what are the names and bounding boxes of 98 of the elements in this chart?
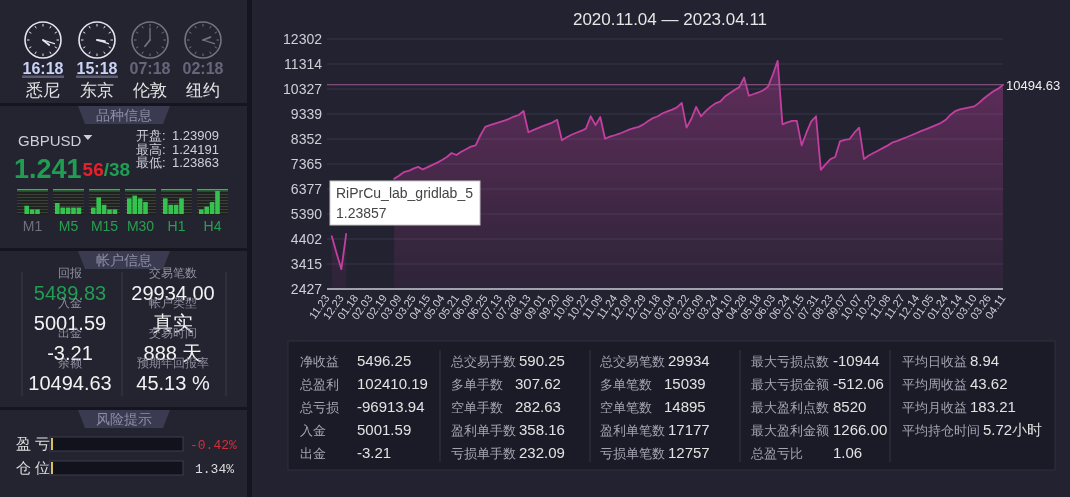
text: 29934 [668, 352, 710, 369]
text: 纽约 [186, 81, 220, 100]
text: 总交易手数 [450, 354, 516, 369]
y-tick-label: 5390 [290, 205, 323, 222]
text: 232.09 [519, 444, 565, 461]
text: 5.72小时 [983, 421, 1043, 438]
text: 东京 [80, 81, 114, 100]
y-tick-label: 9339 [290, 106, 323, 123]
text: 10494.63 [28, 372, 112, 394]
text: GBPUSD [18, 132, 82, 149]
annotation: RiPrCu_lab_gridlab_5 [336, 185, 474, 201]
text: 最高: [136, 141, 166, 157]
annotation: 1.23857 [336, 205, 387, 221]
text: 风险提示 [96, 411, 152, 427]
text: 307.62 [515, 375, 561, 392]
text: 1.34% [195, 462, 235, 477]
text: 平均日收益 [902, 354, 967, 369]
text: 入金 [300, 423, 326, 438]
text: 02:18 [182, 60, 224, 77]
y-tick-label: 7365 [290, 155, 323, 172]
text: 空单笔数 [600, 400, 652, 415]
text: 空单手数 [451, 400, 503, 415]
text: -96913.94 [357, 398, 425, 415]
ref-line-label: 10494.63 [1006, 77, 1061, 93]
x-tick-label: H4 [203, 218, 222, 234]
x-tick-label: M1 [22, 218, 43, 234]
text: 平均月收益 [902, 400, 967, 415]
text: 品种信息 [96, 107, 152, 123]
text: -3.21 [357, 444, 392, 461]
text: 出金 [300, 446, 326, 461]
y-tick-label: 11314 [284, 56, 323, 73]
text: 1.23909 [172, 128, 219, 143]
y-tick-label: 6377 [290, 181, 323, 197]
text: 15:18 [76, 60, 118, 77]
text: 43.62 [970, 375, 1008, 392]
text: 56 [82, 159, 104, 180]
text: 悉尼 [25, 81, 60, 100]
text: 总盈利 [299, 377, 339, 392]
text: 1.24191 [172, 141, 219, 157]
text: 5496.25 [357, 352, 412, 369]
text: 15039 [664, 375, 706, 392]
text: 回报 [58, 266, 82, 280]
y-tick-label: 12302 [283, 31, 323, 47]
text: 总亏损 [299, 400, 339, 415]
y-tick-label: 8352 [290, 131, 323, 147]
text: /38 [103, 159, 131, 180]
chart-title: 2020.11.04 — 2023.04.11 [572, 10, 768, 29]
text: 1266.00 [833, 421, 888, 438]
text: -0.42% [190, 438, 238, 453]
text: 07:18 [129, 60, 171, 77]
text: 358.16 [519, 421, 565, 438]
text: 最低: [136, 155, 166, 170]
text: 盈利单手数 [451, 423, 516, 438]
text: 亏损单笔数 [600, 446, 665, 461]
text: 16:18 [22, 60, 64, 77]
text: -10944 [833, 352, 880, 369]
text: 282.63 [515, 398, 561, 415]
text: 多单手数 [451, 377, 503, 392]
text: 交易笔数 [149, 266, 197, 280]
text: 最大亏损金额 [751, 377, 829, 392]
y-tick-label: 3415 [290, 255, 323, 272]
text: 平均持仓时间 [902, 423, 980, 438]
text: 183.21 [970, 398, 1016, 415]
text: 开盘: [136, 128, 166, 143]
text: 最大盈利金额 [751, 423, 829, 438]
text: 14895 [664, 398, 706, 415]
text: 1.241 [14, 154, 82, 184]
x-tick-label: H1 [167, 218, 186, 234]
text: 1.23863 [172, 155, 219, 170]
text: 帐户信息 [96, 252, 152, 268]
text: 102410.19 [357, 375, 428, 392]
text: 最大亏损点数 [751, 354, 829, 369]
text: 盈利单笔数 [600, 423, 665, 438]
x-tick-label: M15 [90, 218, 119, 234]
y-tick-label: 4402 [290, 231, 323, 247]
text: 净收益 [300, 354, 339, 369]
text: 仓 位 [16, 459, 51, 476]
y-tick-label: 2427 [290, 281, 323, 297]
text: 17177 [668, 421, 710, 438]
text: 平均周收益 [902, 377, 967, 392]
text: -512.06 [833, 375, 884, 392]
text: 总盈亏比 [750, 446, 803, 461]
text: 总交易笔数 [599, 354, 665, 369]
text: 多单笔数 [600, 377, 652, 392]
text: 1.06 [833, 444, 863, 461]
text: 5001.59 [357, 421, 412, 438]
text: 45.13 % [136, 372, 210, 394]
text: 盈 亏 [16, 435, 51, 452]
text: 590.25 [519, 352, 565, 369]
text: 8520 [833, 398, 867, 415]
text: 伦敦 [133, 81, 167, 100]
x-tick-label: M30 [126, 218, 155, 234]
text: 最大盈利点数 [751, 400, 829, 415]
y-tick-label: 10327 [283, 81, 323, 97]
text: 12757 [668, 444, 710, 461]
x-tick-label: M5 [58, 218, 79, 234]
text: 亏损单手数 [451, 446, 516, 461]
text: 8.94 [970, 352, 1000, 369]
